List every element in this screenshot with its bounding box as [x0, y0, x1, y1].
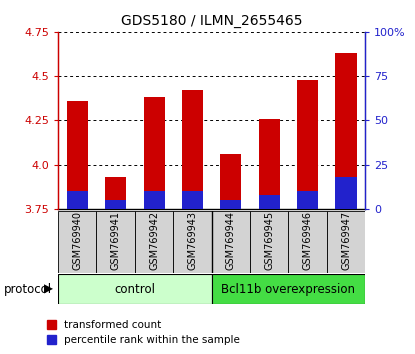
- Bar: [220, 154, 242, 209]
- Bar: [58, 274, 212, 304]
- Text: GSM769940: GSM769940: [72, 211, 82, 270]
- Bar: [67, 191, 88, 209]
- Bar: [335, 177, 356, 209]
- Bar: [144, 97, 165, 209]
- Text: Bcl11b overexpression: Bcl11b overexpression: [222, 283, 355, 296]
- Legend: transformed count, percentile rank within the sample: transformed count, percentile rank withi…: [47, 320, 240, 345]
- Bar: [105, 177, 126, 209]
- Bar: [173, 211, 212, 273]
- Bar: [335, 53, 356, 209]
- Bar: [58, 211, 96, 273]
- Text: protocol: protocol: [4, 283, 52, 296]
- Bar: [297, 191, 318, 209]
- Bar: [297, 80, 318, 209]
- Text: ▶: ▶: [44, 283, 53, 296]
- Bar: [250, 211, 288, 273]
- Bar: [96, 211, 135, 273]
- Text: GSM769942: GSM769942: [149, 211, 159, 270]
- Bar: [144, 191, 165, 209]
- Text: GSM769946: GSM769946: [303, 211, 312, 270]
- Bar: [212, 211, 250, 273]
- Bar: [135, 211, 173, 273]
- Text: GSM769941: GSM769941: [111, 211, 121, 270]
- Text: GSM769943: GSM769943: [188, 211, 198, 270]
- Text: GSM769944: GSM769944: [226, 211, 236, 270]
- Bar: [105, 200, 126, 209]
- Text: GSM769945: GSM769945: [264, 211, 274, 270]
- Bar: [259, 195, 280, 209]
- Text: GSM769947: GSM769947: [341, 211, 351, 270]
- Title: GDS5180 / ILMN_2655465: GDS5180 / ILMN_2655465: [121, 14, 303, 28]
- Bar: [67, 101, 88, 209]
- Bar: [327, 211, 365, 273]
- Text: control: control: [115, 283, 155, 296]
- Bar: [220, 200, 242, 209]
- Bar: [212, 274, 365, 304]
- Bar: [288, 211, 327, 273]
- Bar: [182, 191, 203, 209]
- Bar: [182, 90, 203, 209]
- Bar: [259, 119, 280, 209]
